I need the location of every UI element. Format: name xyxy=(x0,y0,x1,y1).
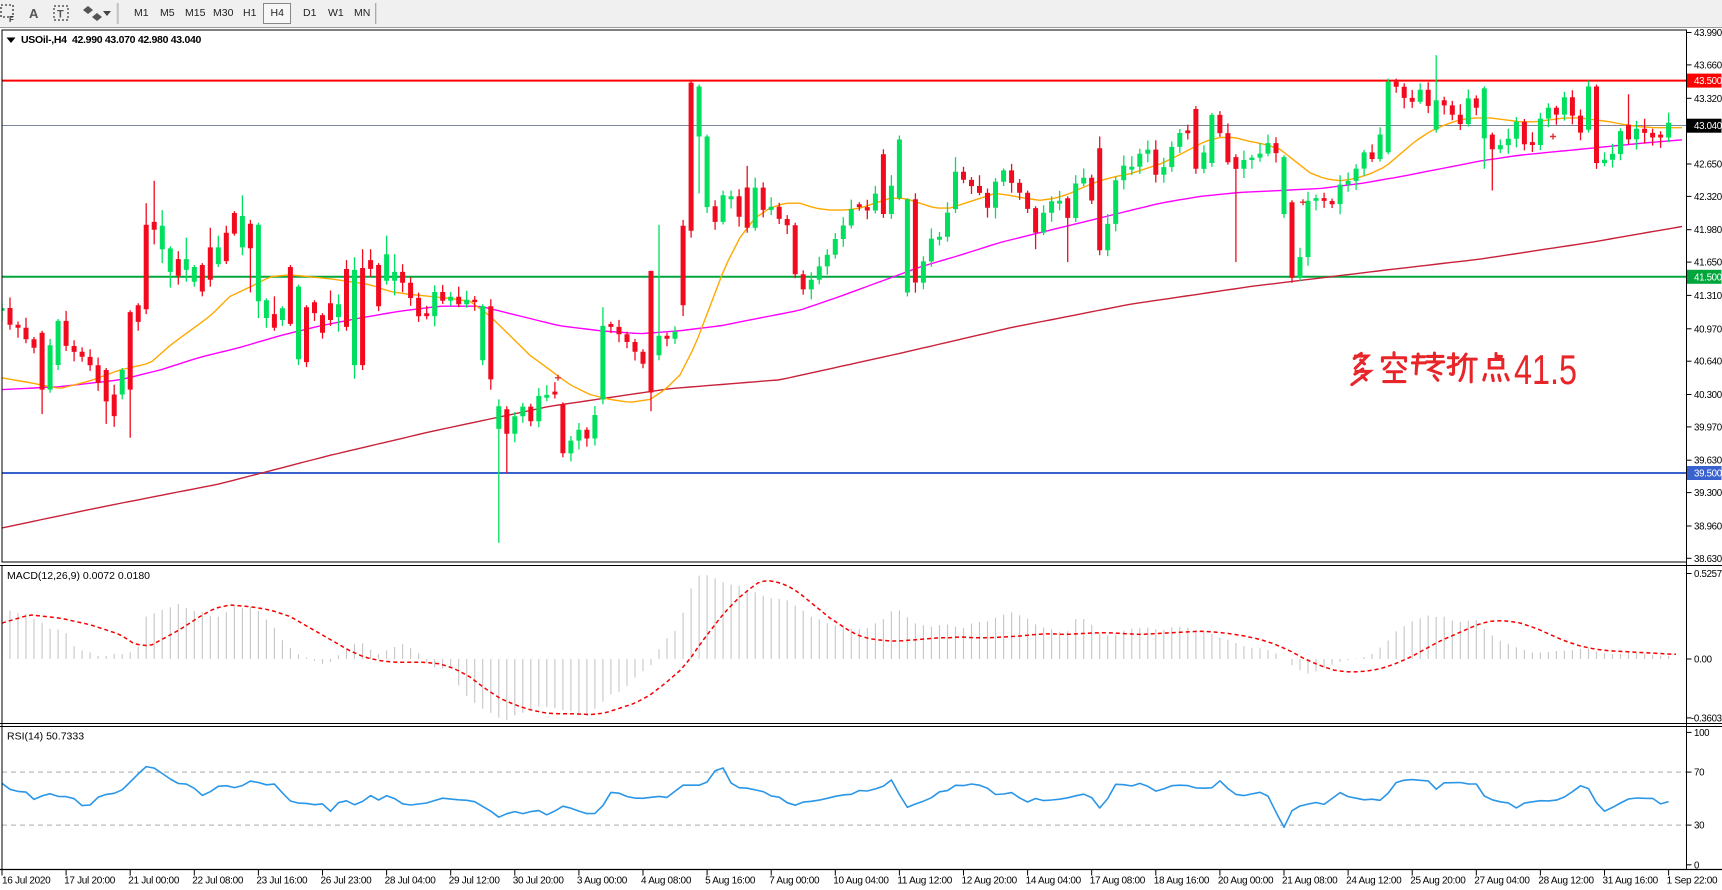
svg-text:14 Aug 04:00: 14 Aug 04:00 xyxy=(1026,876,1082,887)
svg-text:39.300: 39.300 xyxy=(1694,488,1722,499)
svg-text:20 Aug 00:00: 20 Aug 00:00 xyxy=(1218,876,1274,887)
svg-text:41.5: 41.5 xyxy=(1514,346,1577,393)
svg-text:RSI(14) 50.7333: RSI(14) 50.7333 xyxy=(7,731,84,743)
svg-text:0.5257: 0.5257 xyxy=(1694,569,1722,580)
svg-text:43.500: 43.500 xyxy=(1694,76,1722,87)
svg-text:0.00: 0.00 xyxy=(1694,655,1713,666)
svg-text:31 Aug 16:00: 31 Aug 16:00 xyxy=(1603,876,1659,887)
svg-text:70: 70 xyxy=(1694,768,1705,779)
svg-text:4 Aug 08:00: 4 Aug 08:00 xyxy=(641,876,692,887)
svg-text:26 Jul 23:00: 26 Jul 23:00 xyxy=(321,876,373,887)
svg-text:43.660: 43.660 xyxy=(1694,60,1722,71)
svg-text:100: 100 xyxy=(1694,728,1710,739)
svg-text:18 Aug 16:00: 18 Aug 16:00 xyxy=(1154,876,1210,887)
svg-text:39.630: 39.630 xyxy=(1694,456,1722,467)
svg-text:38.630: 38.630 xyxy=(1694,554,1722,565)
svg-text:MACD(12,26,9) 0.0072 0.0180: MACD(12,26,9) 0.0072 0.0180 xyxy=(7,570,150,582)
svg-text:17 Jul 20:00: 17 Jul 20:00 xyxy=(64,876,116,887)
svg-text:41.650: 41.650 xyxy=(1694,258,1722,269)
svg-text:43.040: 43.040 xyxy=(1694,121,1722,132)
svg-text:22 Jul 08:00: 22 Jul 08:00 xyxy=(192,876,244,887)
svg-text:A: A xyxy=(29,6,39,21)
svg-text:10 Aug 04:00: 10 Aug 04:00 xyxy=(833,876,889,887)
svg-text:7 Aug 00:00: 7 Aug 00:00 xyxy=(769,876,820,887)
svg-text:T: T xyxy=(57,9,64,21)
svg-text:28 Jul 04:00: 28 Jul 04:00 xyxy=(385,876,437,887)
svg-text:12 Aug 20:00: 12 Aug 20:00 xyxy=(962,876,1018,887)
svg-text:28 Aug 12:00: 28 Aug 12:00 xyxy=(1538,876,1594,887)
svg-text:24 Aug 12:00: 24 Aug 12:00 xyxy=(1346,876,1402,887)
svg-text:29 Jul 12:00: 29 Jul 12:00 xyxy=(449,876,501,887)
svg-text:39.500: 39.500 xyxy=(1694,469,1722,480)
svg-text:23 Jul 16:00: 23 Jul 16:00 xyxy=(256,876,308,887)
svg-text:40.640: 40.640 xyxy=(1694,357,1722,368)
svg-text:41.310: 41.310 xyxy=(1694,291,1722,302)
svg-text:21 Aug 08:00: 21 Aug 08:00 xyxy=(1282,876,1338,887)
svg-text:16 Jul 2020: 16 Jul 2020 xyxy=(2,876,51,887)
svg-text:43.990: 43.990 xyxy=(1694,28,1722,39)
svg-text:38.960: 38.960 xyxy=(1694,522,1722,533)
svg-text:0: 0 xyxy=(1694,860,1700,871)
svg-text:3 Aug 00:00: 3 Aug 00:00 xyxy=(577,876,628,887)
svg-text:39.970: 39.970 xyxy=(1694,422,1722,433)
svg-text:25 Aug 20:00: 25 Aug 20:00 xyxy=(1410,876,1466,887)
svg-text:43.320: 43.320 xyxy=(1694,94,1722,105)
svg-text:42.320: 42.320 xyxy=(1694,192,1722,203)
svg-text:1 Sep 22:00: 1 Sep 22:00 xyxy=(1667,876,1718,887)
svg-text:40.970: 40.970 xyxy=(1694,324,1722,335)
svg-text:42.650: 42.650 xyxy=(1694,160,1722,171)
svg-text:17 Aug 08:00: 17 Aug 08:00 xyxy=(1090,876,1146,887)
svg-text:F: F xyxy=(9,15,14,24)
svg-text:USOil-,H4 42.990 43.070 42.98: USOil-,H4 42.990 43.070 42.980 43.040 xyxy=(21,34,202,46)
svg-text:21 Jul 00:00: 21 Jul 00:00 xyxy=(128,876,180,887)
svg-text:41.980: 41.980 xyxy=(1694,225,1722,236)
svg-text:41.500: 41.500 xyxy=(1694,272,1722,283)
svg-text:27 Aug 04:00: 27 Aug 04:00 xyxy=(1474,876,1530,887)
svg-text:30 Jul 20:00: 30 Jul 20:00 xyxy=(513,876,565,887)
svg-text:5 Aug 16:00: 5 Aug 16:00 xyxy=(705,876,756,887)
svg-text:40.300: 40.300 xyxy=(1694,390,1722,401)
svg-text:11 Aug 12:00: 11 Aug 12:00 xyxy=(897,876,952,887)
svg-text:-0.3603: -0.3603 xyxy=(1691,713,1722,724)
svg-text:30: 30 xyxy=(1694,821,1705,832)
